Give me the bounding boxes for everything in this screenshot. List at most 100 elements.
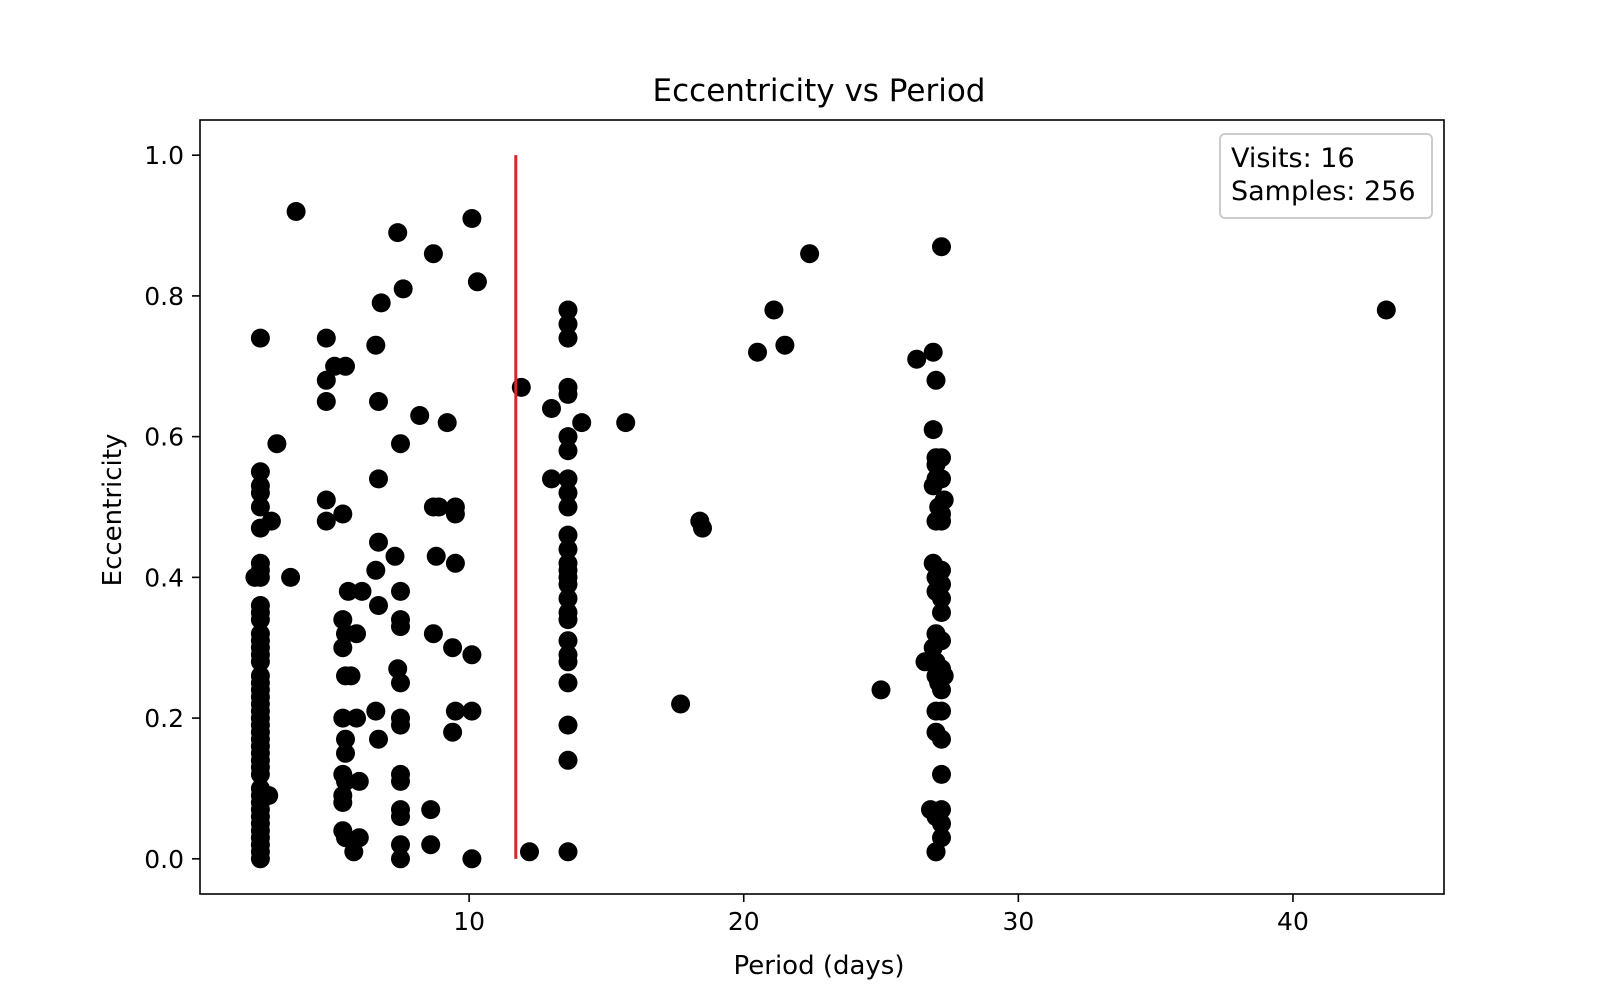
data-point <box>391 849 410 869</box>
data-point <box>250 610 270 630</box>
data-point <box>388 659 408 679</box>
data-point <box>371 293 391 313</box>
data-point <box>558 574 578 594</box>
data-point <box>558 750 578 770</box>
data-point <box>558 441 578 461</box>
data-point <box>558 673 578 693</box>
data-point <box>558 483 578 503</box>
data-point <box>250 483 270 503</box>
data-point <box>281 567 301 587</box>
data-point <box>923 420 943 440</box>
annotation-samples: Samples: 256 <box>1231 176 1416 207</box>
data-point <box>341 666 361 686</box>
data-point <box>423 244 443 264</box>
data-point <box>338 581 358 601</box>
data-point <box>261 511 281 531</box>
data-point <box>245 567 265 587</box>
y-tick-label: 0.8 <box>144 282 184 311</box>
data-point <box>443 638 463 658</box>
data-point <box>572 413 592 433</box>
annotation-frame <box>1219 133 1433 219</box>
data-point <box>558 314 578 334</box>
data-point <box>316 490 336 510</box>
data-point <box>336 729 355 749</box>
data-point <box>445 504 465 524</box>
data-point <box>250 328 270 348</box>
data-point <box>616 413 636 433</box>
data-point <box>462 849 482 869</box>
data-point <box>259 786 279 805</box>
data-point <box>423 624 443 644</box>
y-tick-label: 0.0 <box>144 845 184 874</box>
data-point <box>437 413 457 433</box>
y-tick-label: 0.6 <box>144 423 184 452</box>
data-point <box>393 279 413 299</box>
data-point <box>558 300 578 320</box>
data-point <box>286 202 306 221</box>
data-point <box>558 610 578 630</box>
data-point <box>250 462 270 482</box>
data-point <box>250 849 270 869</box>
data-point <box>333 638 353 658</box>
data-point <box>558 631 578 651</box>
data-point <box>932 729 951 749</box>
data-point <box>421 835 441 855</box>
data-point <box>923 638 943 658</box>
data-point <box>316 370 336 390</box>
data-point <box>369 532 388 552</box>
data-point <box>316 392 336 411</box>
data-point <box>388 223 408 243</box>
x-axis-label: Period (days) <box>734 951 905 981</box>
y-axis-ticks: 0.0 0.2 0.4 0.6 0.8 1.0 <box>144 141 200 874</box>
data-point <box>391 617 410 637</box>
data-point <box>462 701 482 721</box>
data-point <box>366 335 386 355</box>
data-point <box>366 701 386 721</box>
data-point <box>558 539 578 559</box>
data-point <box>907 349 927 369</box>
data-point <box>250 764 270 784</box>
data-point <box>369 469 388 489</box>
data-point <box>333 504 353 524</box>
data-point <box>558 384 578 404</box>
data-point <box>800 244 820 264</box>
annotation-visits: Visits: 16 <box>1231 143 1355 174</box>
data-point <box>349 771 369 791</box>
data-point <box>932 511 951 531</box>
data-point <box>426 546 446 566</box>
data-point <box>336 356 355 376</box>
data-point <box>336 743 355 763</box>
data-point <box>558 497 578 517</box>
data-point <box>391 434 410 454</box>
data-point <box>693 518 712 538</box>
data-point <box>932 589 951 608</box>
data-point <box>462 209 482 228</box>
data-point <box>391 715 410 735</box>
data-point <box>932 603 951 622</box>
data-point <box>316 328 336 348</box>
data-point <box>558 842 578 862</box>
data-point <box>932 680 951 700</box>
data-point <box>775 335 795 355</box>
x-axis-ticks: 10 20 30 40 <box>453 894 1309 936</box>
data-point <box>352 581 372 601</box>
data-point <box>542 399 561 418</box>
y-tick-label: 0.2 <box>144 704 184 733</box>
x-tick-label: 30 <box>1002 907 1034 936</box>
data-point <box>410 406 430 425</box>
data-point <box>932 764 951 784</box>
data-point <box>347 708 366 728</box>
data-point <box>558 328 578 348</box>
data-point <box>391 835 410 855</box>
chart-title: Eccentricity vs Period <box>653 73 986 109</box>
data-point <box>267 434 287 454</box>
data-point <box>932 814 951 834</box>
data-point <box>421 800 441 820</box>
data-point <box>462 645 482 665</box>
data-point <box>558 715 578 735</box>
data-point <box>542 469 561 489</box>
data-point <box>926 701 946 721</box>
data-point <box>333 793 353 812</box>
